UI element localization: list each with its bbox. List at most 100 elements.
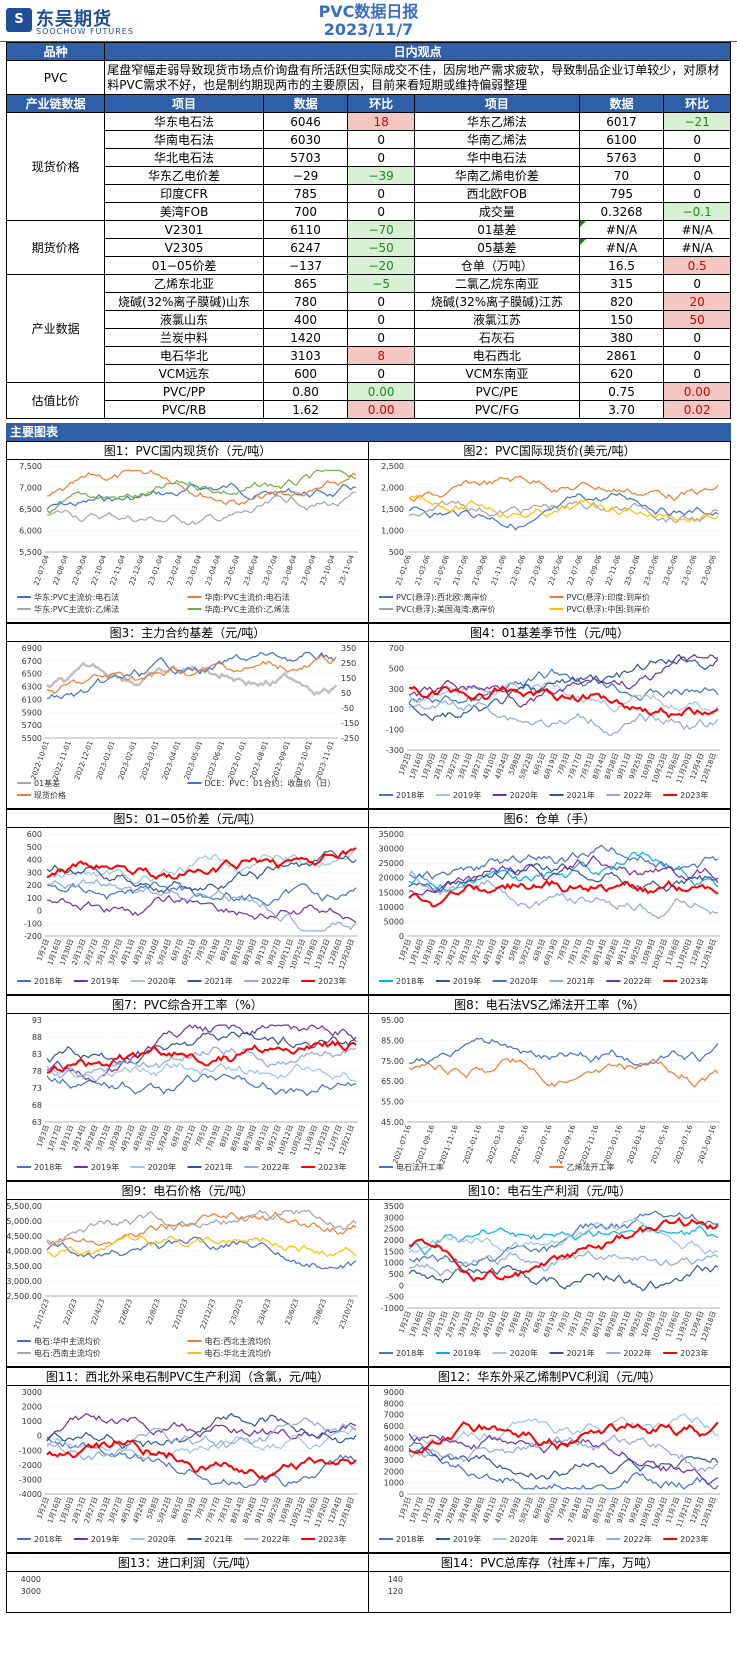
y2-tick-label: 250 <box>341 659 356 668</box>
y-tick-label: 5,000.00 <box>7 1217 42 1226</box>
item-left: 液氯山东 <box>104 310 264 329</box>
company-logo: S 东吴期货 SOOCHOW FUTURES <box>6 6 136 40</box>
item-left: V2305 <box>104 238 264 257</box>
item-right: 05基差 <box>413 238 580 257</box>
legend-label: 2023年 <box>680 976 708 986</box>
chart-caption: 图11：西北外采电石制PVC生产利润（含氯，元/吨） <box>7 1368 368 1386</box>
legend-label: 2023年 <box>318 1162 346 1172</box>
table-row: PVC/RB 1.62 0.00 PVC/FG 3.70 0.02 <box>7 400 731 419</box>
series-line <box>408 1441 719 1490</box>
chart-svg: 938883787368631月3日1月17日1月31日2月14日2月28日3月… <box>17 1016 358 1172</box>
series-line <box>46 469 357 515</box>
series-line <box>46 878 357 932</box>
x-tick-label: 2023-07-16 <box>673 1123 695 1164</box>
legend-label: 2020年 <box>510 1348 538 1358</box>
y-tick-label: -1000 <box>19 1446 42 1455</box>
item-left: VCM远东 <box>104 364 264 383</box>
y-tick-label: 140 <box>388 1575 403 1584</box>
group-label: 期货价格 <box>5 220 106 275</box>
logo-mark-icon: S <box>6 8 32 32</box>
change-right: #N/A <box>663 220 731 239</box>
change-left: −70 <box>347 220 415 239</box>
x-tick-label: 2023-10-01 <box>293 740 314 781</box>
chart-svg: 95.00 85.00 75.00 65.00 55.00 45.002021-07-16… <box>379 1016 720 1172</box>
change-right: −21 <box>663 112 731 131</box>
y-tick-label: 6000 <box>384 1422 404 1431</box>
legend-label: 2018年 <box>34 1162 62 1172</box>
value-right: 6017 <box>578 112 665 131</box>
change-right: 0 <box>663 346 731 365</box>
item-right: 二氯乙烷东南亚 <box>413 274 580 293</box>
y-tick-label: 500 <box>389 664 404 673</box>
series-line <box>408 1037 719 1068</box>
x-tick-label: 23-06-04 <box>242 553 261 586</box>
legend-label: PVC(悬浮):中国:到岸价 <box>567 604 651 614</box>
y2-tick-label: 150 <box>341 674 356 683</box>
x-tick-label: 22-08-04 <box>52 553 71 586</box>
chart-panel: 图10：电石生产利润（元/吨） 3500 3000 2500 2000 1500 1000 5… <box>368 1181 731 1367</box>
x-tick-label: 2023-04-01 <box>161 740 182 781</box>
item-right: 石灰石 <box>413 328 580 347</box>
x-tick-label: 22-03-06 <box>528 553 547 586</box>
table-row: 估值比价 PVC/PP 0.80 0.00 PVC/PE 0.75 0.00 <box>5 382 731 419</box>
legend-label: 乙烯法开工率 <box>567 1162 615 1172</box>
series-line <box>46 469 357 506</box>
legend-label: DCE：PVC：01合约：收盘价（日） <box>205 778 336 788</box>
change-right: 0.00 <box>663 382 731 401</box>
y-tick-label: 5500 <box>22 734 42 743</box>
chart-panel: 图12：华东外采乙烯制PVC利润（元/吨） 9000 8000 7000 6000 500… <box>368 1367 731 1553</box>
x-tick-label: 22-07-04 <box>32 553 51 586</box>
item-left: 01−05价差 <box>104 256 264 275</box>
y-tick-label: 88 <box>32 1033 42 1042</box>
table-header-cell: 项目 <box>413 94 580 113</box>
y-tick-label: 95.00 <box>381 1016 404 1025</box>
series-line <box>46 1413 357 1442</box>
value-left: 780 <box>262 292 349 311</box>
y-tick-label: 3000 <box>21 1587 41 1596</box>
change-left: 0 <box>347 364 415 383</box>
legend-label: 2020年 <box>148 976 176 986</box>
x-tick-label: 2023-11-01 <box>314 740 335 781</box>
chart-caption: 图9：电石价格（元/吨） <box>7 1182 368 1200</box>
table-row: 电石华北 3103 8 电石西北 2861 0 <box>7 346 731 365</box>
legend-label: 2023年 <box>680 790 708 800</box>
y2-tick-label: -150 <box>341 719 359 728</box>
y-tick-label: 3000 <box>22 1388 42 1397</box>
legend-label: 电石:西北主流均价 <box>205 1336 272 1346</box>
chart-caption: 图6：仓单（手） <box>369 810 730 828</box>
x-tick-label: 22-05-06 <box>547 553 566 586</box>
series-line <box>46 849 357 894</box>
change-left: 0 <box>347 292 415 311</box>
x-tick-label: 23-11-04 <box>337 553 356 586</box>
y-tick-label: 0 <box>399 1281 404 1290</box>
series-line <box>46 1062 357 1083</box>
legend-label: 2022年 <box>261 1534 289 1544</box>
series-line <box>46 1209 357 1247</box>
y-tick-label: 6700 <box>22 657 42 666</box>
x-tick-label: 23/10/23 <box>338 1298 356 1330</box>
legend-label: 电石:西南主流均价 <box>34 1348 101 1358</box>
y-tick-label: 5000 <box>384 1433 404 1442</box>
x-tick-label: 2023-08-01 <box>249 740 270 781</box>
report-header: S 东吴期货 SOOCHOW FUTURES PVC数据日报 2023/11/7 <box>0 0 737 42</box>
y-tick-label: -100 <box>24 919 42 928</box>
value-left: −137 <box>262 256 349 275</box>
chart-panel: 图7：PVC综合开工率（%） 93 88 83 78 73 68 63 1月3日 1月17日 1月3… <box>6 995 369 1181</box>
x-tick-label: 2022-11-16 <box>579 1123 601 1164</box>
series-line <box>46 1436 357 1489</box>
series-line <box>408 1446 719 1480</box>
x-tick-label: 21-03-06 <box>414 553 433 586</box>
legend-label: 2021年 <box>567 976 595 986</box>
legend-label: 2019年 <box>453 1534 481 1544</box>
y-tick-label: 500 <box>389 548 404 557</box>
change-left: −5 <box>347 274 415 293</box>
chart-caption: 图5：01−05价差（元/吨） <box>7 810 368 828</box>
value-left: 6046 <box>262 112 349 131</box>
x-tick-label: 21/12/23 <box>33 1298 51 1330</box>
series-line <box>46 651 337 700</box>
data-table: 品种 日内观点 PVC 尾盘窄幅走弱导致现货市场点价询盘有所活跃但实际成交不佳，… <box>5 42 731 419</box>
change-right: 0 <box>663 166 731 185</box>
y-tick-label: 2000 <box>22 1403 42 1412</box>
value-right: 3.70 <box>578 400 665 419</box>
